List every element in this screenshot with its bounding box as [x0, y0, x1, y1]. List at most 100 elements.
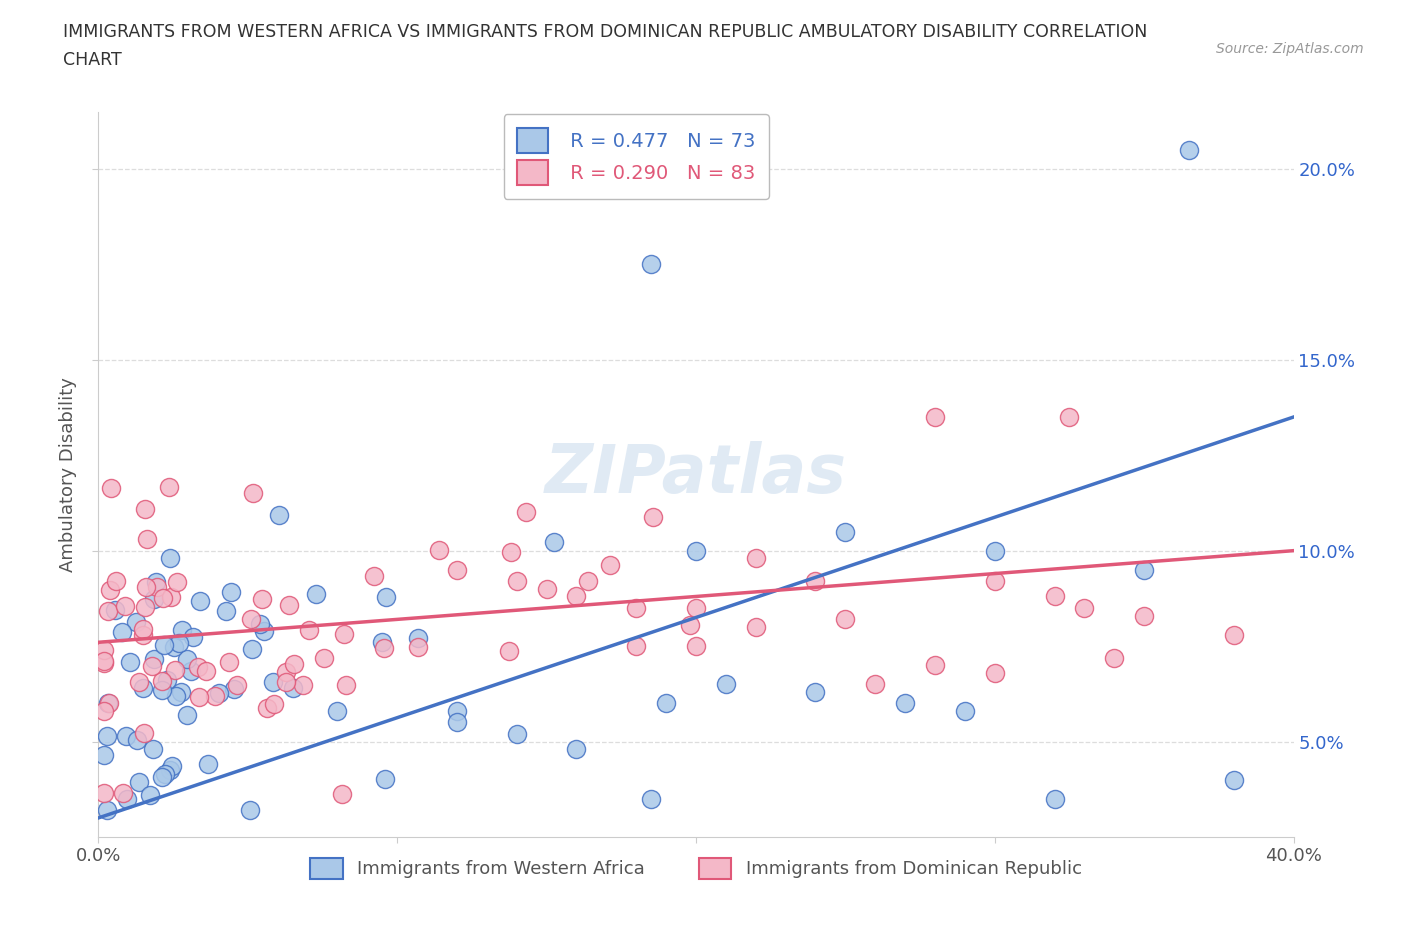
- Point: [370, 634, 392, 649]
- Point: [219, 584, 242, 599]
- Legend: Immigrants from Western Africa, Immigrants from Dominican Republic: Immigrants from Western Africa, Immigran…: [295, 844, 1097, 893]
- Point: [159, 551, 181, 566]
- Point: [865, 677, 887, 692]
- Point: [599, 558, 621, 573]
- Point: [152, 591, 174, 605]
- Point: [804, 574, 827, 589]
- Point: [150, 673, 173, 688]
- Point: [96, 729, 118, 744]
- Point: [111, 785, 134, 800]
- Point: [93, 654, 115, 669]
- Point: [93, 703, 115, 718]
- Point: [125, 614, 148, 629]
- Point: [170, 684, 193, 699]
- Point: [506, 574, 529, 589]
- Text: IMMIGRANTS FROM WESTERN AFRICA VS IMMIGRANTS FROM DOMINICAN REPUBLIC AMBULATORY : IMMIGRANTS FROM WESTERN AFRICA VS IMMIGR…: [63, 23, 1147, 41]
- Point: [506, 726, 529, 741]
- Point: [160, 758, 183, 773]
- Point: [1043, 589, 1066, 604]
- Point: [274, 674, 297, 689]
- Point: [374, 772, 396, 787]
- Point: [543, 535, 565, 550]
- Point: [1133, 608, 1156, 623]
- Point: [262, 674, 284, 689]
- Point: [685, 543, 707, 558]
- Point: [1223, 627, 1246, 642]
- Point: [134, 725, 156, 740]
- Point: [141, 658, 163, 673]
- Point: [427, 542, 450, 557]
- Point: [446, 563, 468, 578]
- Point: [283, 657, 305, 671]
- Point: [984, 665, 1007, 680]
- Point: [1043, 791, 1066, 806]
- Point: [685, 639, 707, 654]
- Point: [143, 591, 166, 606]
- Point: [183, 630, 205, 644]
- Point: [145, 580, 167, 595]
- Point: [640, 257, 662, 272]
- Point: [834, 612, 856, 627]
- Point: [152, 770, 174, 785]
- Point: [98, 696, 121, 711]
- Point: [93, 785, 115, 800]
- Point: [330, 787, 353, 802]
- Point: [97, 604, 120, 618]
- Point: [114, 728, 136, 743]
- Text: Source: ZipAtlas.com: Source: ZipAtlas.com: [1216, 42, 1364, 56]
- Point: [984, 543, 1007, 558]
- Point: [626, 601, 648, 616]
- Point: [498, 644, 520, 658]
- Point: [281, 681, 304, 696]
- Point: [139, 787, 162, 802]
- Point: [242, 485, 264, 500]
- Text: ZIPatlas: ZIPatlas: [546, 442, 846, 507]
- Point: [249, 617, 271, 631]
- Point: [1073, 601, 1095, 616]
- Point: [215, 603, 238, 618]
- Point: [305, 587, 328, 602]
- Point: [204, 689, 226, 704]
- Point: [176, 651, 198, 666]
- Point: [142, 741, 165, 756]
- Point: [565, 589, 588, 604]
- Point: [256, 700, 278, 715]
- Point: [373, 641, 395, 656]
- Point: [274, 665, 297, 680]
- Point: [218, 655, 240, 670]
- Point: [335, 678, 357, 693]
- Point: [515, 504, 537, 519]
- Point: [114, 598, 136, 613]
- Point: [263, 696, 285, 711]
- Point: [111, 625, 134, 640]
- Point: [1223, 772, 1246, 787]
- Point: [953, 704, 976, 719]
- Point: [655, 696, 678, 711]
- Point: [239, 611, 262, 626]
- Point: [136, 532, 159, 547]
- Point: [894, 696, 917, 711]
- Point: [165, 688, 187, 703]
- Point: [565, 742, 588, 757]
- Point: [326, 704, 349, 719]
- Point: [277, 597, 299, 612]
- Point: [208, 685, 231, 700]
- Point: [156, 672, 179, 687]
- Point: [128, 775, 150, 790]
- Point: [745, 551, 768, 565]
- Point: [804, 684, 827, 699]
- Point: [312, 650, 335, 665]
- Point: [250, 591, 273, 606]
- Point: [142, 651, 165, 666]
- Point: [685, 601, 707, 616]
- Point: [640, 791, 662, 806]
- Point: [924, 409, 946, 424]
- Text: CHART: CHART: [63, 51, 122, 69]
- Point: [240, 642, 263, 657]
- Point: [269, 507, 291, 522]
- Point: [224, 682, 246, 697]
- Point: [163, 640, 186, 655]
- Point: [97, 696, 120, 711]
- Point: [134, 600, 156, 615]
- Point: [641, 510, 664, 525]
